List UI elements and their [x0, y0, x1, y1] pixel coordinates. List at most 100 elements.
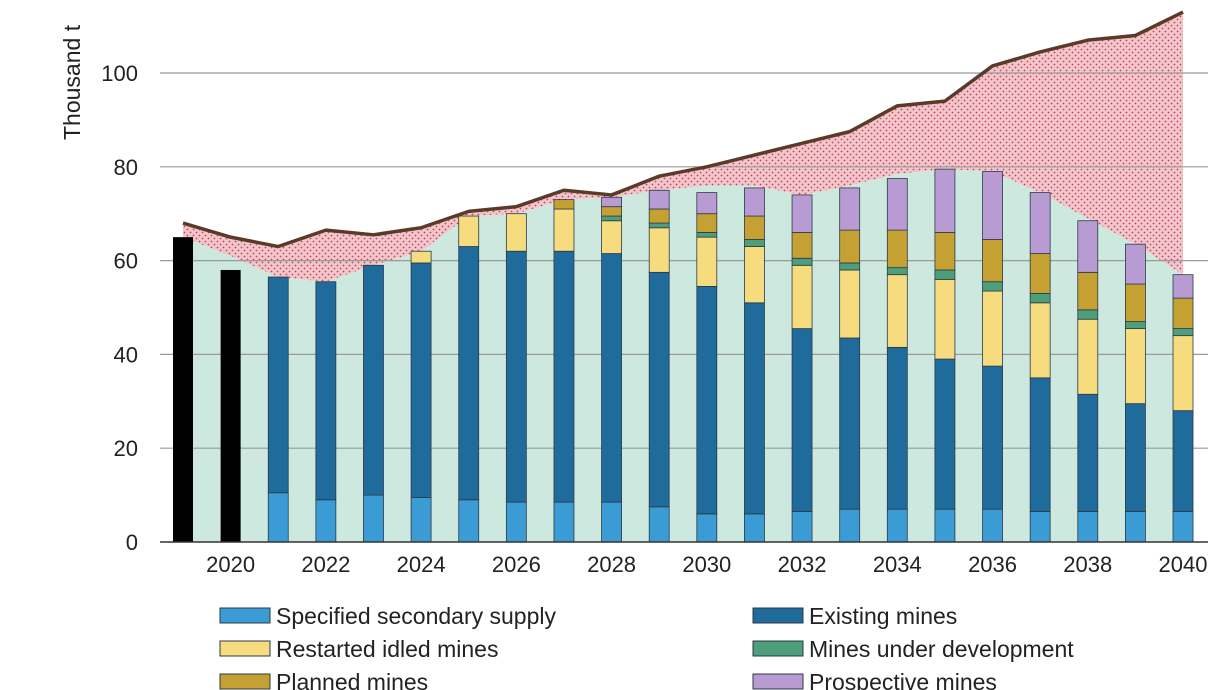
bar-segment [696, 232, 718, 238]
bar-segment [1125, 283, 1146, 322]
bar-segment [601, 196, 622, 208]
bar-segment [1077, 393, 1099, 512]
bar-segment [839, 187, 861, 231]
bar-segment [458, 499, 480, 543]
bar-segment [982, 508, 1003, 543]
bar-segment [886, 346, 908, 510]
bar-segment [648, 222, 670, 229]
bar-segment [744, 302, 765, 515]
bar-segment [553, 501, 575, 543]
x-tick-label: 2036 [968, 552, 1017, 577]
y-tick-label: 40 [114, 342, 138, 367]
bar-segment [744, 246, 765, 304]
bar-segment [1077, 271, 1099, 311]
y-tick-label: 80 [114, 155, 138, 180]
bar-segment [886, 267, 908, 276]
bar-segment [839, 337, 861, 510]
bar-segment [744, 239, 765, 247]
bar-segment [839, 508, 861, 543]
legend-label: Specified secondary supply [276, 603, 556, 629]
bar-segment [648, 189, 670, 210]
bar-segment [601, 220, 622, 254]
bar-segment [505, 250, 527, 503]
bar-segment [1172, 410, 1194, 512]
bar-segment [982, 365, 1003, 510]
bar-segment [791, 257, 813, 266]
y-tick-label: 100 [101, 61, 138, 86]
bar-segment [1029, 302, 1051, 379]
legend-label: Planned mines [276, 669, 428, 690]
legend-swatch [752, 673, 804, 690]
bar-segment [934, 232, 956, 271]
legend-swatch [219, 607, 271, 624]
bar-segment [648, 208, 670, 224]
bar-segment [1172, 274, 1194, 299]
bar-segment [553, 199, 575, 210]
x-tick-label: 2040 [1159, 552, 1208, 577]
legend-swatch [219, 673, 271, 690]
bar-segment [601, 215, 622, 222]
bar-segment [886, 508, 908, 543]
bar-segment [934, 168, 956, 233]
bar-segment [791, 194, 813, 233]
bars [173, 168, 1194, 543]
bar-segment [791, 511, 813, 543]
bar-segment [1125, 321, 1146, 330]
x-tick-labels: 2020 2022 2024 2026 2028 2030 2032 2034 2036 2038… [206, 552, 1207, 577]
bar-segment [982, 290, 1003, 367]
bar-segment [696, 513, 718, 543]
x-tick-label: 2030 [682, 552, 731, 577]
legend-swatch [752, 640, 804, 657]
legend-label: Mines under development [809, 636, 1074, 662]
bar-segment [696, 192, 718, 215]
bar-segment [1172, 511, 1194, 543]
bar-segment [1077, 309, 1099, 320]
bar-segment [886, 178, 908, 231]
bar-historical [173, 237, 193, 542]
y-axis-label: Thousand t [59, 24, 85, 140]
bar-segment [267, 276, 289, 494]
bar-segment [696, 236, 718, 287]
bar-segment [553, 208, 575, 252]
bar-segment [839, 229, 861, 264]
x-tick-label: 2032 [778, 552, 827, 577]
bar-segment [934, 269, 956, 280]
bar-segment [982, 239, 1003, 283]
bar-segment [934, 508, 956, 543]
y-tick-label: 20 [114, 436, 138, 461]
legend-label: Existing mines [809, 603, 957, 629]
bar-segment [934, 278, 956, 360]
bar-segment [1077, 220, 1099, 273]
x-tick-label: 2034 [873, 552, 922, 577]
bar-segment [839, 269, 861, 339]
bar-segment [315, 281, 337, 501]
y-tick-label: 60 [114, 249, 138, 274]
bar-segment [1125, 511, 1146, 543]
bar-historical [220, 269, 241, 542]
legend-swatch [219, 640, 271, 657]
bar-segment [1029, 293, 1051, 304]
bar-segment [505, 213, 527, 252]
legend: Specified secondary supply Existing mines… [219, 603, 1074, 690]
bar-segment [315, 499, 337, 543]
bar-segment [696, 285, 718, 515]
x-tick-label: 2038 [1063, 552, 1112, 577]
bar-segment [458, 215, 480, 247]
bar-segment [1029, 377, 1051, 512]
bar-segment [1125, 328, 1146, 405]
bar-segment [648, 227, 670, 273]
bar-segment [363, 264, 384, 496]
bar-segment [553, 250, 575, 503]
x-tick-label: 2024 [397, 552, 446, 577]
bar-segment [886, 229, 908, 269]
requirements-gap-fill [183, 12, 1184, 282]
x-tick-label: 2026 [492, 552, 541, 577]
bar-segment [1029, 192, 1051, 254]
bar-segment [601, 206, 622, 217]
bar-segment [458, 246, 480, 501]
bar-segment [744, 513, 765, 543]
bar-segment [744, 187, 765, 217]
bar-segment [1029, 511, 1051, 543]
legend-label: Restarted idled mines [276, 636, 498, 662]
